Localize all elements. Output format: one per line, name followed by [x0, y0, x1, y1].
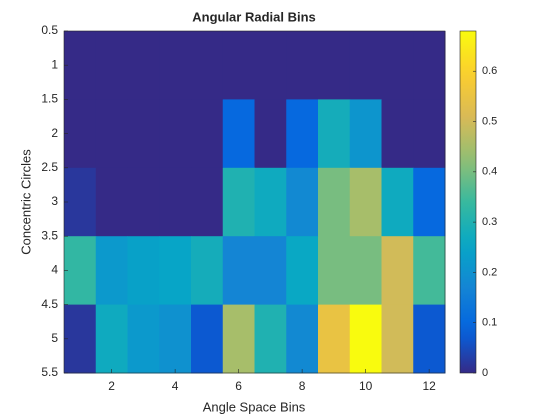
- colorbar-tick-label: 0.6: [482, 65, 497, 77]
- x-tick-label: 6: [235, 379, 242, 393]
- heatmap-cell: [159, 236, 192, 306]
- y-tick-label: 1.5: [41, 92, 58, 106]
- y-tick-label: 3.5: [41, 228, 58, 242]
- heatmap-cell: [127, 167, 160, 237]
- heatmap-cell: [127, 236, 160, 306]
- heatmap-cell: [191, 236, 224, 306]
- heatmap-cell: [349, 236, 382, 306]
- heatmap-cell: [381, 99, 414, 169]
- colorbar-tick-label: 0: [482, 367, 488, 379]
- heatmap-cell: [191, 167, 224, 237]
- colorbar: [459, 30, 477, 374]
- heatmap-cell: [349, 304, 382, 374]
- heatmap-cell: [222, 304, 255, 374]
- heatmap-cell: [222, 99, 255, 169]
- heatmap-cell: [254, 31, 287, 100]
- heatmap-cell: [95, 31, 128, 100]
- heatmap-cell: [191, 31, 224, 100]
- heatmap-cell: [159, 31, 192, 100]
- heatmap-cell: [64, 31, 97, 100]
- heatmap-cell: [95, 304, 128, 374]
- heatmap-cell: [381, 31, 414, 100]
- heatmap-cell: [64, 167, 97, 237]
- heatmap-cell: [286, 304, 319, 374]
- heatmap-cell: [381, 167, 414, 237]
- y-tick-label: 4.5: [41, 297, 58, 311]
- heatmap-cell: [349, 167, 382, 237]
- y-tick-label: 2.5: [41, 160, 58, 174]
- heatmap-cell: [159, 99, 192, 169]
- heatmap-cell: [413, 31, 446, 100]
- heatmap-cell: [64, 304, 97, 374]
- heatmap-cell: [254, 167, 287, 237]
- heatmap-cell: [159, 304, 192, 374]
- heatmap-cell: [159, 167, 192, 237]
- heatmap-cell: [95, 99, 128, 169]
- heatmap-cell: [318, 31, 351, 100]
- x-tick-label: 2: [108, 379, 115, 393]
- heatmap-cell: [413, 99, 446, 169]
- heatmap-cell: [286, 99, 319, 169]
- y-tick-label: 3: [51, 194, 58, 208]
- heatmap-cell: [381, 236, 414, 306]
- heatmap-cell: [127, 31, 160, 100]
- heatmap-cell: [318, 236, 351, 306]
- colorbar-tick-label: 0.5: [482, 115, 497, 127]
- y-tick-label: 2: [51, 126, 58, 140]
- heatmap-cell: [413, 167, 446, 237]
- x-axis-label: Angle Space Bins: [203, 399, 306, 414]
- y-tick-label: 5.5: [41, 365, 58, 379]
- y-tick-label: 5: [51, 331, 58, 345]
- heatmap-cell: [95, 236, 128, 306]
- heatmap-cell: [318, 304, 351, 374]
- heatmap-cell: [127, 304, 160, 374]
- heatmap-cell: [413, 304, 446, 374]
- heatmap-cell: [191, 99, 224, 169]
- heatmap-cell: [254, 236, 287, 306]
- heatmap-cell: [349, 31, 382, 100]
- heatmap-cell: [286, 31, 319, 100]
- heatmap-cell: [349, 99, 382, 169]
- heatmap-cell: [381, 304, 414, 374]
- y-axis-label: Concentric Circles: [18, 149, 33, 255]
- y-tick-label: 1: [51, 57, 58, 71]
- x-tick-label: 4: [172, 379, 179, 393]
- heatmap-cell: [318, 99, 351, 169]
- heatmap-cell: [64, 99, 97, 169]
- heatmap-cell: [286, 236, 319, 306]
- heatmap-cell: [318, 167, 351, 237]
- x-tick-label: 8: [299, 379, 306, 393]
- colorbar-tick-label: 0.4: [482, 166, 497, 178]
- heatmap-cell: [222, 236, 255, 306]
- y-tick-label: 4: [51, 263, 58, 277]
- heatmap-cell: [191, 304, 224, 374]
- heatmap-cell: [127, 99, 160, 169]
- heatmap-cell: [64, 236, 97, 306]
- chart-title: Angular Radial Bins: [192, 9, 316, 24]
- heatmap-cell: [254, 304, 287, 374]
- heatmap-cell: [222, 31, 255, 100]
- heatmap-cell: [95, 167, 128, 237]
- colorbar-tick-label: 0.3: [482, 216, 497, 228]
- y-tick-label: 0.5: [41, 23, 58, 37]
- colorbar-tick-label: 0.1: [482, 317, 497, 329]
- colorbar-tick-label: 0.2: [482, 266, 497, 278]
- heatmap-cell: [413, 236, 446, 306]
- heatmap-cell: [254, 99, 287, 169]
- heatmap-cell: [222, 167, 255, 237]
- x-tick-label: 10: [359, 379, 373, 393]
- heatmap-cell: [286, 167, 319, 237]
- x-tick-label: 12: [422, 379, 436, 393]
